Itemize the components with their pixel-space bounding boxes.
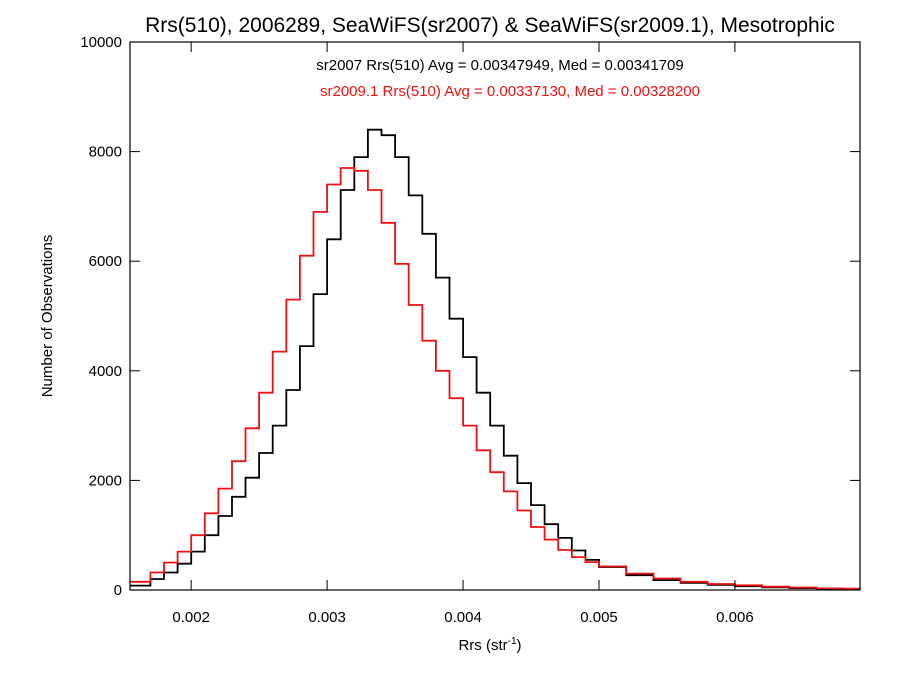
x-axis-label: Rrs (str-1) xyxy=(458,636,521,654)
plot-frame xyxy=(129,41,861,591)
y-axis-ticks: 0 2000 4000 6000 8000 10000 xyxy=(80,34,860,599)
x-tick-label-2: 0.004 xyxy=(444,609,482,626)
chart-title: Rrs(510), 2006289, SeaWiFS(sr2007) & Sea… xyxy=(145,14,835,37)
x-axis-label-end: ) xyxy=(517,637,522,654)
x-tick-label-1: 0.003 xyxy=(308,609,346,626)
y-tick-label-5: 10000 xyxy=(80,34,122,51)
annotation-sr2007: sr2007 Rrs(510) Avg = 0.00347949, Med = … xyxy=(316,57,684,74)
y-tick-label-0: 0 xyxy=(114,582,122,599)
x-axis-label-superscript: -1 xyxy=(508,636,517,647)
series-line-1 xyxy=(130,167,861,590)
x-tick-label-3: 0.005 xyxy=(580,609,618,626)
x-tick-label-0: 0.002 xyxy=(172,609,210,626)
y-tick-label-4: 8000 xyxy=(89,144,122,161)
series-line-0 xyxy=(130,128,861,590)
x-axis-label-main: Rrs (str xyxy=(458,637,507,654)
x-tick-label-4: 0.006 xyxy=(716,609,754,626)
y-tick-label-1: 2000 xyxy=(89,472,122,489)
series-layer xyxy=(130,128,861,590)
y-tick-label-3: 6000 xyxy=(89,253,122,270)
y-axis-label: Number of Observations xyxy=(39,235,56,398)
x-axis-ticks: 0.002 0.003 0.004 0.005 0.006 xyxy=(172,42,754,626)
annotation-sr2009: sr2009.1 Rrs(510) Avg = 0.00337130, Med … xyxy=(320,83,700,100)
y-tick-label-2: 4000 xyxy=(89,363,122,380)
